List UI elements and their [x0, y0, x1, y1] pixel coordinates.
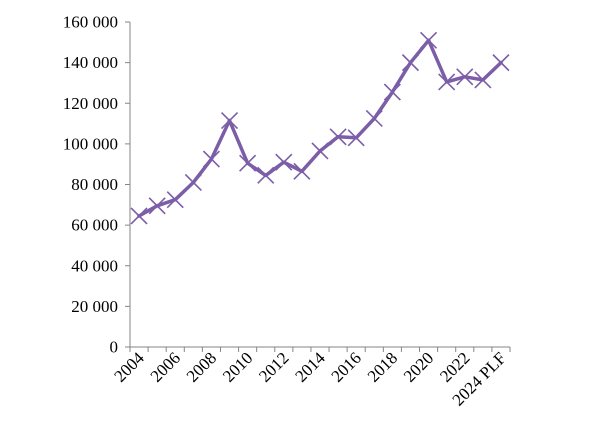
- data-point-marker: [239, 154, 257, 172]
- y-tick-label: 140 000: [63, 53, 118, 72]
- y-tick-label: 40 000: [71, 256, 118, 275]
- data-point-marker: [347, 129, 365, 147]
- data-point-marker: [130, 207, 148, 225]
- y-tick-label: 60 000: [71, 216, 118, 235]
- y-tick-label: 100 000: [63, 134, 118, 153]
- axes: [129, 22, 510, 348]
- y-tick-label: 0: [110, 338, 119, 357]
- y-tick-label: 120 000: [63, 94, 118, 113]
- x-tick-label: 2012: [255, 348, 292, 385]
- x-tick-label: 2020: [400, 348, 437, 385]
- data-point-marker: [275, 153, 293, 171]
- data-point-marker: [365, 109, 383, 128]
- data-point-marker: [293, 162, 311, 180]
- y-tick-label: 80 000: [71, 175, 118, 194]
- data-point-marker: [492, 54, 510, 72]
- x-axis-ticks: 2004200620082010201220142016201820202022…: [110, 347, 511, 410]
- data-point-marker: [438, 73, 456, 91]
- x-tick-label: 2010: [219, 348, 256, 385]
- x-tick-label: 2014: [291, 348, 329, 386]
- data-point-marker: [148, 197, 166, 215]
- data-point-marker: [166, 191, 184, 209]
- data-point-marker: [220, 111, 239, 130]
- x-tick-label: 2018: [364, 348, 401, 385]
- data-point-marker: [184, 173, 202, 192]
- data-point-marker: [383, 83, 401, 101]
- x-tick-label: 2008: [183, 348, 220, 385]
- data-point-marker: [329, 128, 347, 146]
- series-line: [137, 38, 503, 218]
- series-group: [130, 31, 510, 225]
- data-point-marker: [420, 31, 438, 49]
- data-point-marker: [311, 142, 329, 160]
- x-tick-label: 2006: [147, 348, 184, 385]
- y-axis-ticks: 0 20 000 40 000 60 000 80 000 100 000 120 000 1…: [63, 13, 130, 357]
- data-point-marker: [456, 68, 474, 86]
- data-point-marker: [401, 54, 420, 72]
- y-tick-label: 20 000: [71, 297, 118, 316]
- data-point-marker: [474, 71, 492, 89]
- data-point-marker: [257, 166, 275, 184]
- x-tick-label: 2016: [328, 348, 365, 385]
- data-point-marker: [202, 150, 220, 168]
- y-tick-label: 160 000: [63, 13, 118, 32]
